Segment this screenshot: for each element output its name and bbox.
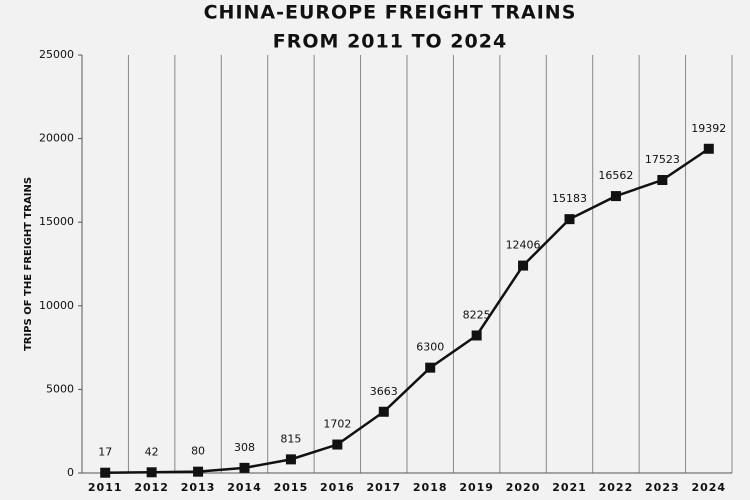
x-tick-label: 2019 <box>459 481 494 494</box>
data-label: 3663 <box>370 385 398 398</box>
data-label: 815 <box>280 432 301 445</box>
x-tick-label: 2018 <box>413 481 448 494</box>
marker <box>193 466 204 477</box>
y-axis-label: TRIPS OF THE FREIGHT TRAINS <box>23 177 34 351</box>
x-tick-label: 2011 <box>88 481 123 494</box>
data-label: 1702 <box>323 418 351 431</box>
data-label: 42 <box>145 445 159 458</box>
x-tick-label: 2017 <box>366 481 401 494</box>
x-tick-label: 2022 <box>599 481 634 494</box>
y-tick-label: 20000 <box>39 132 74 145</box>
x-tick-label: 2023 <box>645 481 680 494</box>
data-label: 16562 <box>598 169 633 182</box>
data-label: 15183 <box>552 192 587 205</box>
marker <box>518 260 529 271</box>
marker <box>239 462 250 473</box>
marker <box>703 143 714 154</box>
y-tick-label: 15000 <box>39 215 74 228</box>
data-label: 12406 <box>506 239 541 252</box>
data-label: 19392 <box>691 122 726 135</box>
chart-title: FROM 2011 TO 2024 <box>273 31 507 53</box>
data-label: 308 <box>234 441 255 454</box>
data-line <box>105 147 710 474</box>
data-label: 80 <box>191 445 205 458</box>
data-label: 8225 <box>463 308 491 321</box>
x-tick-label: 2013 <box>181 481 216 494</box>
data-label: 17 <box>98 446 112 459</box>
x-tick-label: 2012 <box>134 481 169 494</box>
marker <box>425 362 436 373</box>
marker <box>610 191 621 202</box>
marker <box>657 175 668 186</box>
chart-title: CHINA-EUROPE FREIGHT TRAINS <box>204 2 577 24</box>
x-tick-label: 2021 <box>552 481 587 494</box>
x-tick-label: 2014 <box>227 481 262 494</box>
marker <box>332 439 343 450</box>
data-label: 17523 <box>645 153 680 166</box>
marker <box>378 406 389 417</box>
y-tick-label: 10000 <box>39 299 74 312</box>
marker <box>146 467 157 478</box>
x-tick-label: 2020 <box>506 481 541 494</box>
y-tick-label: 0 <box>67 466 74 479</box>
marker <box>564 214 575 225</box>
marker <box>471 330 482 341</box>
marker <box>100 467 111 478</box>
x-tick-label: 2024 <box>691 481 726 494</box>
x-tick-label: 2015 <box>274 481 309 494</box>
marker <box>285 454 296 465</box>
data-label: 6300 <box>416 341 444 354</box>
x-tick-label: 2016 <box>320 481 355 494</box>
y-tick-label: 25000 <box>39 48 74 61</box>
y-tick-label: 5000 <box>46 382 74 395</box>
